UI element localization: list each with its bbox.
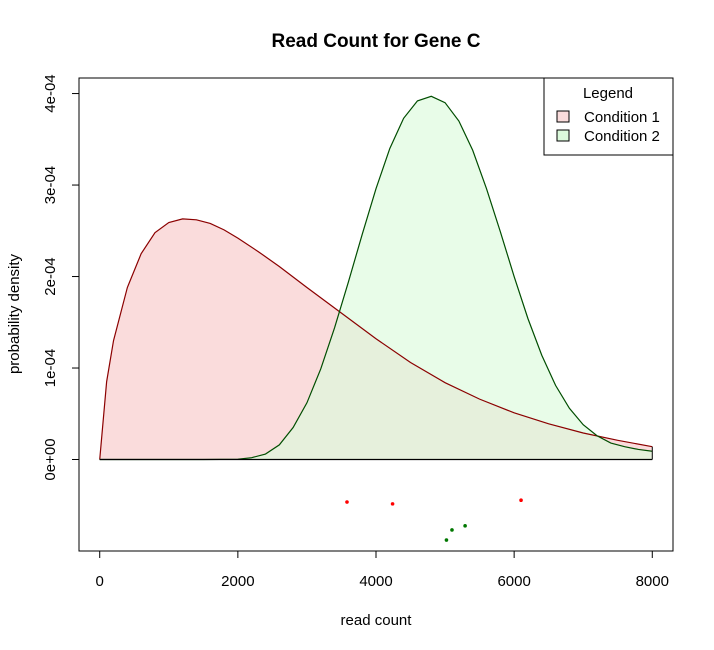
x-tick-label-0: 0 [96, 573, 104, 590]
y-tick-label-4: 4e-04 [42, 74, 59, 112]
data-point-5 [450, 528, 454, 532]
y-tick-label-2: 2e-04 [42, 257, 59, 295]
x-axis-label: read count [341, 612, 413, 629]
x-tick-label-1: 2000 [221, 573, 254, 590]
x-axis: 0 2000 4000 6000 8000 [96, 550, 669, 590]
data-point-2 [390, 502, 395, 506]
x-tick-label-2: 4000 [359, 573, 392, 590]
y-tick-label-3: 3e-04 [42, 166, 59, 204]
chart-title: Read Count for Gene C [271, 31, 480, 52]
density-line-1 [99, 218, 653, 460]
points-layer [345, 498, 523, 542]
legend: Legend Condition 1 Condition 2 [543, 77, 674, 156]
y-axis: 0e+00 1e-04 2e-04 3e-04 4e-04 [42, 74, 80, 481]
y-tick-label-1: 1e-04 [42, 349, 59, 387]
x-tick-label-3: 6000 [497, 573, 530, 590]
y-axis-label: probability density [6, 253, 23, 374]
density-area-2 [99, 96, 653, 460]
data-point-1 [345, 500, 349, 504]
series-layer [99, 95, 653, 461]
legend-label-condition-1: Condition 1 [584, 109, 660, 126]
data-point-4 [444, 538, 449, 542]
legend-swatch-condition-2 [556, 129, 570, 142]
legend-swatch-condition-1 [556, 110, 570, 123]
density-line-2 [99, 95, 653, 461]
data-point-6 [463, 524, 467, 528]
data-point-3 [519, 498, 523, 503]
y-tick-label-0: 0e+00 [42, 438, 59, 480]
legend-title: Legend [583, 85, 633, 102]
x-tick-label-4: 8000 [636, 573, 669, 590]
legend-label-condition-2: Condition 2 [584, 128, 660, 145]
